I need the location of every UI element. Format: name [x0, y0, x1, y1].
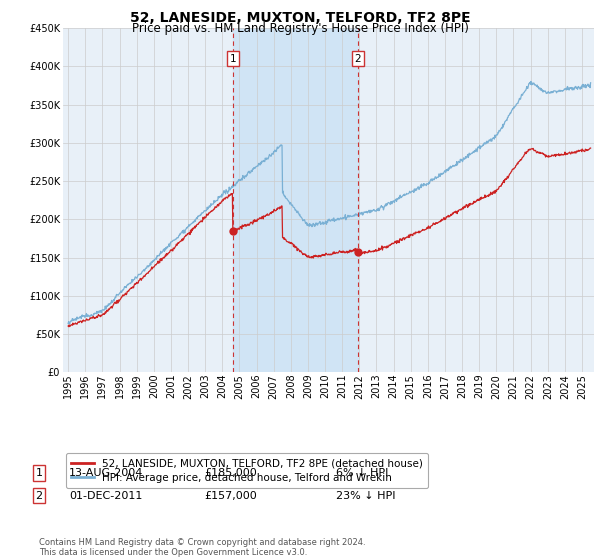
- Text: 1: 1: [230, 54, 236, 64]
- Text: 6% ↓ HPI: 6% ↓ HPI: [336, 468, 388, 478]
- Text: 2: 2: [355, 54, 361, 64]
- Legend: 52, LANESIDE, MUXTON, TELFORD, TF2 8PE (detached house), HPI: Average price, det: 52, LANESIDE, MUXTON, TELFORD, TF2 8PE (…: [65, 454, 428, 488]
- Text: £157,000: £157,000: [204, 491, 257, 501]
- Text: 01-DEC-2011: 01-DEC-2011: [69, 491, 142, 501]
- Text: 52, LANESIDE, MUXTON, TELFORD, TF2 8PE: 52, LANESIDE, MUXTON, TELFORD, TF2 8PE: [130, 11, 470, 25]
- Text: Contains HM Land Registry data © Crown copyright and database right 2024.
This d: Contains HM Land Registry data © Crown c…: [39, 538, 365, 557]
- Text: 2: 2: [35, 491, 43, 501]
- Text: 1: 1: [35, 468, 43, 478]
- Text: Price paid vs. HM Land Registry's House Price Index (HPI): Price paid vs. HM Land Registry's House …: [131, 22, 469, 35]
- Text: 13-AUG-2004: 13-AUG-2004: [69, 468, 143, 478]
- Bar: [233, 28, 358, 372]
- Text: 23% ↓ HPI: 23% ↓ HPI: [336, 491, 395, 501]
- Text: £185,000: £185,000: [204, 468, 257, 478]
